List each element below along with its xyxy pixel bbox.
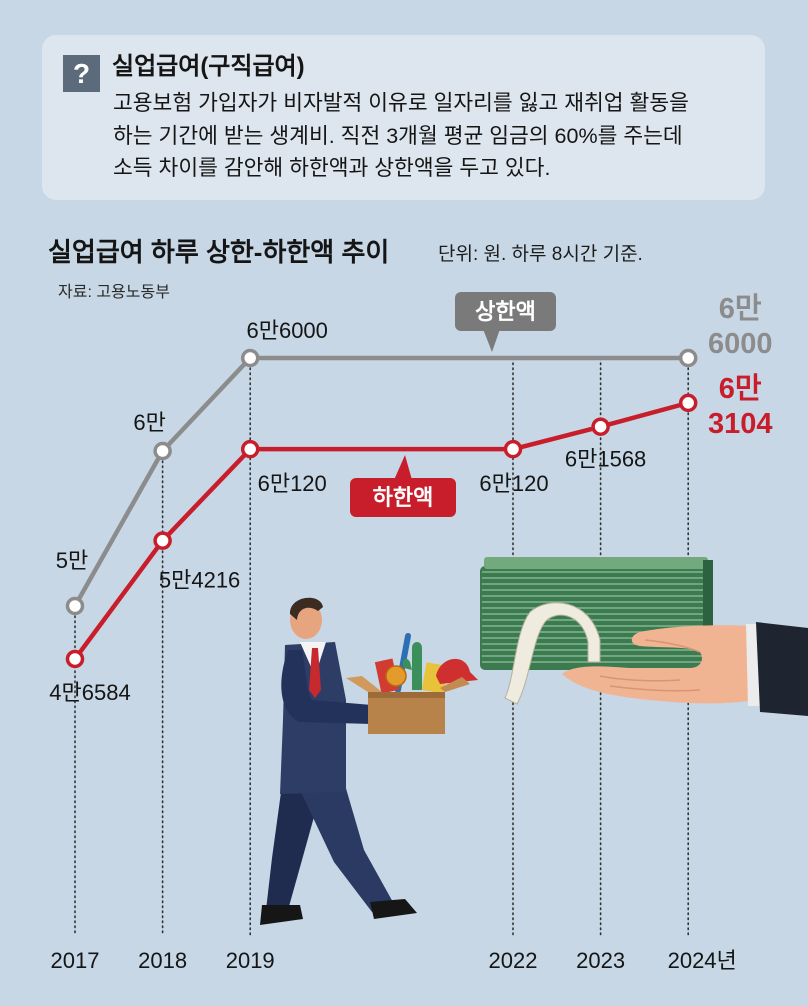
data-label-하한액-2019: 6만120 — [258, 471, 327, 496]
x-tick-label-2018: 2018 — [138, 948, 187, 973]
unit-note: 단위: 원. 하루 8시간 기준. — [438, 244, 643, 265]
money-stack-side — [703, 560, 713, 668]
back-leg — [266, 785, 322, 910]
marker-하한액-2022 — [503, 439, 523, 459]
businessman-illustration — [260, 597, 478, 925]
data-label-상한액-2024: 6만 6000 — [708, 292, 773, 360]
data-label-상한액-2019: 6만6000 — [246, 318, 327, 343]
marker-상한액-2017 — [65, 596, 85, 616]
marker-하한액-2017 — [65, 649, 85, 669]
front-shoe — [370, 899, 417, 919]
marker-하한액-2019 — [240, 439, 260, 459]
box-flap-left — [346, 676, 382, 692]
info-body-line: 소득 차이를 감안해 하한액과 상한액을 두고 있다. — [113, 156, 551, 180]
marker-상한액-2024 — [678, 348, 698, 368]
info-body-line: 고용보험 가입자가 비자발적 이유로 일자리를 잃고 재취업 활동을 — [113, 91, 689, 115]
marker-하한액-2024 — [678, 393, 698, 413]
hand-finger-lines — [599, 639, 701, 692]
info-title: 실업급여(구직급여) — [112, 53, 305, 80]
question-icon: ? — [63, 55, 100, 92]
x-tick-label-2017: 2017 — [51, 948, 100, 973]
man-hair — [289, 597, 323, 620]
info-body-line: 하는 기간에 받는 생계비. 직전 3개월 평균 임금의 60%를 주는데 — [113, 123, 683, 148]
box — [368, 692, 445, 734]
x-tick-label-2022: 2022 — [489, 948, 538, 973]
box-shade — [368, 692, 445, 698]
series-markers — [65, 348, 698, 669]
legend-callout-upper-tail — [483, 329, 500, 352]
source-note: 자료: 고용노동부 — [58, 284, 170, 301]
data-label-line: 6만 — [719, 372, 762, 405]
x-tick-label-2024: 2024년 — [668, 948, 737, 973]
data-label-하한액-2017: 4만6584 — [49, 680, 130, 705]
x-tick-label-2023: 2023 — [576, 948, 625, 973]
data-label-하한액-2024: 6만 3104 — [708, 372, 773, 440]
x-tick-labels: 2017 2018 2019 2022 2023 2024년 — [51, 948, 737, 973]
money-hand-illustration — [480, 557, 808, 716]
shirt-cuff — [746, 624, 760, 706]
data-label-상한액-2017: 5만 — [56, 548, 88, 573]
legend-label-lower: 하한액 — [373, 485, 434, 510]
money-band — [504, 602, 601, 705]
legend-callout-upper: 상한액 — [455, 292, 556, 352]
series-line-상한액 — [72, 355, 691, 609]
info-box: ? 실업급여(구직급여) 고용보험 가입자가 비자발적 이유로 일자리를 잃고 … — [42, 35, 765, 200]
money-stack-top — [484, 557, 708, 569]
data-label-line: 3104 — [708, 408, 773, 440]
suit-sleeve — [756, 622, 808, 716]
legend-callout-lower: 하한액 — [350, 455, 456, 517]
box-item-cap — [436, 658, 478, 684]
legend-callout-lower-tail — [394, 455, 412, 480]
marker-상한액-2018 — [153, 441, 172, 461]
legend-callout-upper-box — [455, 292, 556, 331]
data-label-하한액-2018: 5만4216 — [159, 568, 240, 593]
marker-상한액-2019 — [240, 348, 260, 368]
data-label-하한액-2023: 6만1568 — [565, 447, 646, 472]
arm — [281, 650, 372, 724]
marker-하한액-2023 — [591, 417, 610, 436]
x-tick-label-2019: 2019 — [226, 948, 275, 973]
box-item-clock — [385, 665, 407, 687]
box-item-cactus — [402, 642, 422, 690]
data-label-line: 6만 — [719, 292, 762, 325]
tie — [309, 648, 321, 698]
series-line-하한액 — [72, 400, 691, 662]
hand — [562, 625, 758, 704]
legend-label-upper: 상한액 — [475, 299, 536, 324]
chart-title: 실업급여 하루 상한-하한액 추이 — [48, 237, 390, 267]
front-leg — [300, 785, 394, 912]
data-label-line: 6000 — [708, 328, 773, 360]
marker-하한액-2018 — [153, 531, 172, 550]
data-label-상한액-2018: 6만 — [133, 410, 165, 435]
series-lines — [72, 355, 691, 662]
back-shoe — [260, 905, 303, 925]
data-label-하한액-2022: 6만120 — [479, 471, 548, 496]
info-body: 고용보험 가입자가 비자발적 이유로 일자리를 잃고 재취업 활동을 하는 기간… — [113, 87, 689, 185]
legend-callout-lower-box — [350, 478, 456, 517]
box-flap-right — [440, 677, 470, 692]
